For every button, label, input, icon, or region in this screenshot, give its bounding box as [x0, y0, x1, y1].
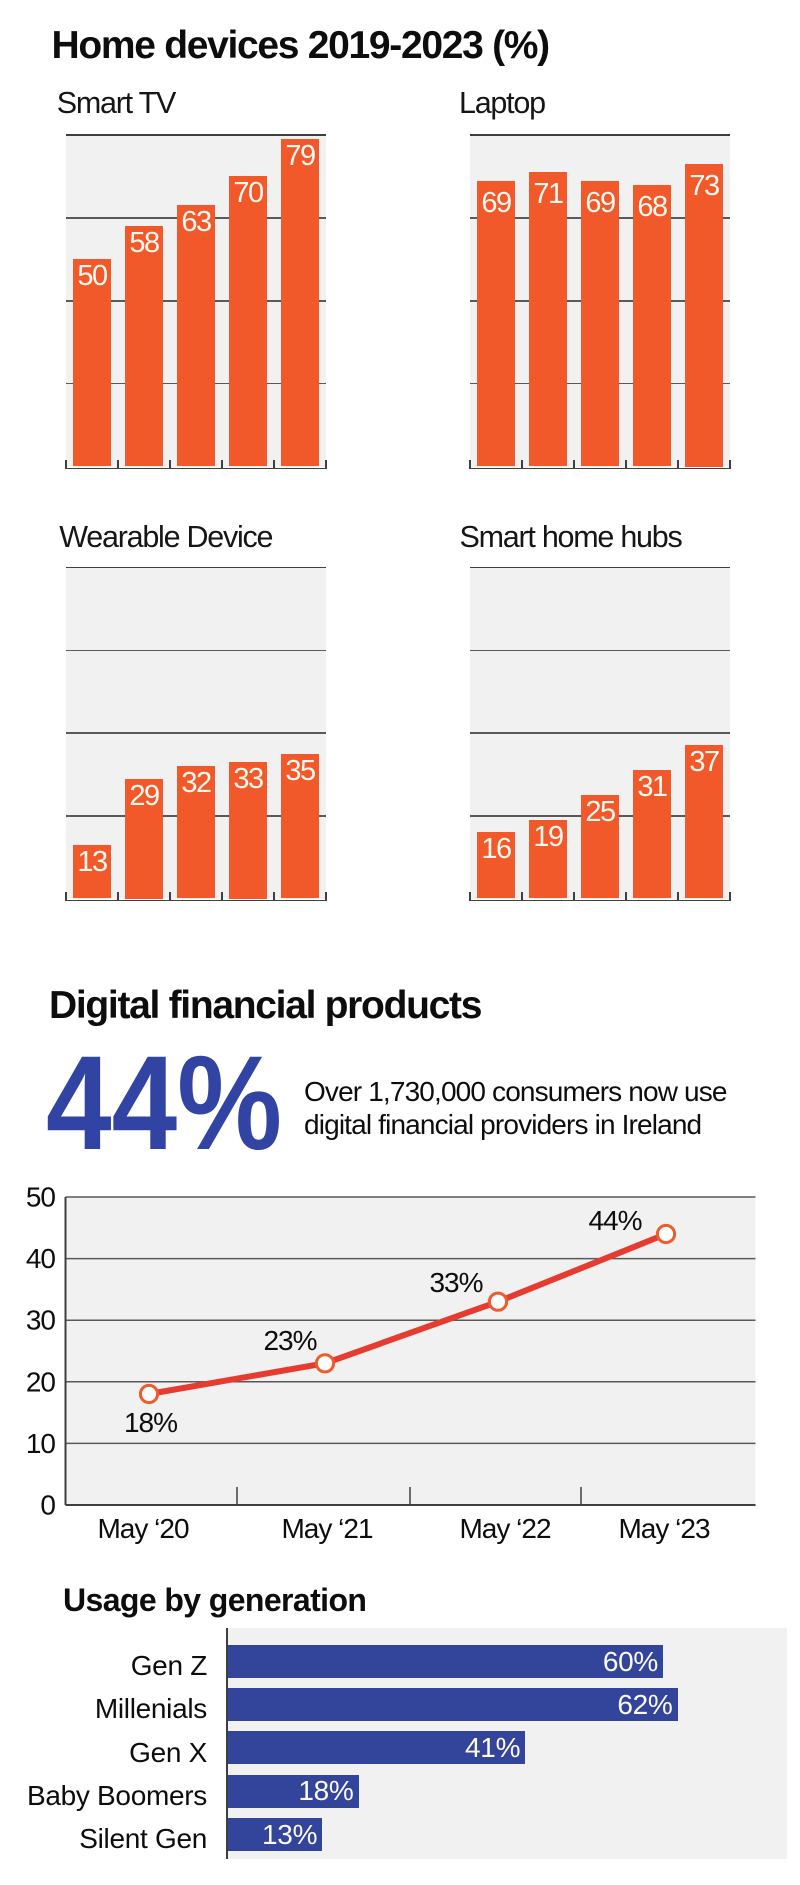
svg-text:44%: 44%: [588, 1205, 641, 1236]
svg-text:May ‘23: May ‘23: [618, 1513, 709, 1544]
svg-text:40: 40: [26, 1243, 56, 1274]
svg-text:33%: 33%: [429, 1267, 482, 1298]
svg-text:0: 0: [40, 1490, 55, 1521]
svg-text:18%: 18%: [124, 1407, 177, 1438]
svg-text:30: 30: [26, 1305, 56, 1336]
svg-text:23%: 23%: [263, 1325, 316, 1356]
svg-text:May ‘21: May ‘21: [281, 1513, 372, 1544]
svg-text:May ‘22: May ‘22: [459, 1513, 550, 1544]
svg-text:20: 20: [26, 1366, 56, 1397]
svg-text:50: 50: [26, 1182, 56, 1213]
svg-text:May ‘20: May ‘20: [97, 1513, 188, 1544]
svg-text:10: 10: [26, 1428, 56, 1459]
